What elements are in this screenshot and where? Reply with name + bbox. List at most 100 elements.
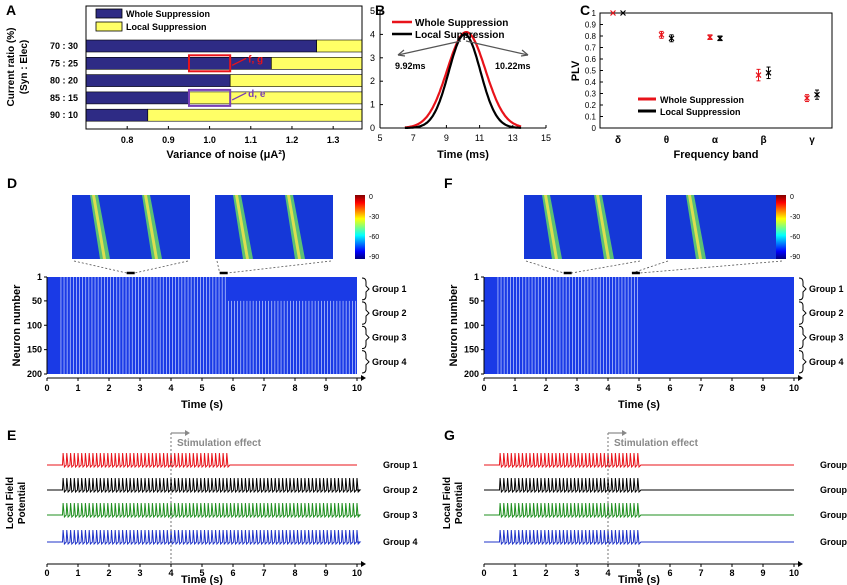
tick-label: 0.4 (585, 78, 597, 87)
tick-label: 0 (592, 124, 597, 133)
group-brace (798, 350, 807, 374)
colorbar-tick-label: -60 (790, 234, 800, 241)
legend-label-local: Local Suppression (415, 30, 504, 41)
annotation-box-de (187, 88, 232, 107)
stimulation-arrowhead (185, 430, 190, 436)
zoom-line (525, 260, 564, 274)
panel-letter-b: B (375, 2, 385, 18)
width-label-whole: 10.22ms (495, 61, 531, 71)
x-axis-label: Time (s) (181, 574, 223, 585)
tick-label: 5 (199, 568, 204, 578)
tick-label: 1.2 (286, 135, 299, 145)
tick-label: 7 (411, 133, 416, 143)
colorbar-tick-label: -90 (369, 254, 379, 261)
x-axis-label: Time (ms) (437, 149, 489, 161)
tick-label: 1.3 (327, 135, 340, 145)
inset-burst-core (92, 195, 106, 259)
bar-local (229, 74, 363, 87)
tick-label: 4 (168, 383, 173, 393)
panel-letter-c: C (580, 2, 590, 18)
tick-label: 10 (789, 568, 799, 578)
y-axis-label: Neuron number (11, 284, 23, 367)
lfp-trace (47, 477, 362, 494)
panel-letter-g: G (444, 427, 455, 443)
tick-label: 11 (475, 133, 484, 143)
tick-label: 6 (667, 568, 672, 578)
bar-whole (85, 39, 317, 53)
tick-label: 5 (636, 383, 641, 393)
group-label: Group 2 (372, 308, 407, 318)
legend-label-whole: Whole Suppression (660, 95, 744, 105)
group-label: Group 3 (809, 332, 844, 342)
group-label: Group 4 (820, 537, 847, 547)
zoom-line (571, 260, 641, 274)
panel-e: Group 1 Group 2 Group 3 Group 4 Stimulation … (5, 430, 418, 585)
tick-label: 5 (636, 568, 641, 578)
legend-label-local: Local Suppression (126, 22, 207, 32)
annotation-box-fg (187, 54, 232, 73)
panel-c: 0 0.1 0.2 0.3 0.4 0.5 0.6 0.7 0.8 0.9 1 δ θ α β γ Freque… (570, 9, 833, 161)
panel-letter-d: D (7, 175, 17, 191)
tick-label: 0.8 (585, 32, 597, 41)
data-point (610, 10, 616, 16)
group-brace (798, 325, 807, 350)
curve-whole (404, 31, 522, 129)
tick-label: 0 (481, 568, 486, 578)
x-axis-arrowhead (798, 561, 803, 567)
colorbar-tick-label: -90 (790, 254, 800, 261)
group-brace (361, 301, 370, 325)
data-point (804, 95, 810, 102)
colorbar-tick-label: 0 (369, 194, 373, 201)
y-axis-label: (Syn : Elec) (19, 40, 30, 94)
category-label: θ (664, 135, 669, 146)
tick-label: 0.6 (585, 55, 597, 64)
inset-burst-core (596, 195, 610, 259)
tick-label: 7 (261, 383, 266, 393)
category-label: α (712, 135, 719, 146)
tick-label: 50 (32, 296, 42, 306)
zoom-line (639, 260, 783, 274)
legend-swatch-whole (95, 8, 123, 19)
tick-label: 0.3 (585, 90, 597, 99)
data-point (620, 10, 626, 16)
tick-label: 9 (444, 133, 449, 143)
group-brace (361, 277, 370, 301)
raster-background (484, 277, 794, 374)
category-label: γ (809, 135, 815, 146)
inset-background (215, 195, 333, 259)
tick-label: 4 (605, 383, 610, 393)
tick-label: 1 (512, 568, 517, 578)
tick-label: 100 (27, 320, 42, 330)
category-label: δ (615, 135, 621, 146)
zoom-line (216, 260, 221, 274)
tick-label: 0.9 (585, 21, 597, 30)
colorbar-tick-label: -60 (369, 234, 379, 241)
tick-label: 0.1 (585, 113, 597, 122)
group-brace (798, 277, 807, 301)
data-point (765, 69, 772, 76)
colorbar (355, 195, 365, 259)
tick-label: 0 (370, 123, 375, 133)
lfp-trace (47, 502, 362, 519)
tick-label: 5 (377, 133, 382, 143)
zoom-line (73, 260, 127, 274)
bar-whole (85, 91, 190, 105)
panel-g: Group 1 Group 2 Group 3 Group 4 Stimulation … (442, 430, 847, 585)
tick-label: 8 (292, 383, 297, 393)
tick-label: 6 (667, 383, 672, 393)
tick-label: 6 (230, 568, 235, 578)
bar-local (147, 108, 363, 122)
tick-label: 3 (574, 383, 579, 393)
tick-label: 7 (698, 383, 703, 393)
tick-label: 100 (464, 320, 479, 330)
bar-whole (85, 74, 231, 87)
group-label: Group 1 (809, 284, 844, 294)
tick-label: 5 (370, 6, 375, 16)
data-point (658, 31, 665, 38)
x-axis-arrowhead (798, 375, 803, 381)
stimulation-arrowhead (622, 430, 627, 436)
group-label: Group 3 (383, 510, 418, 520)
